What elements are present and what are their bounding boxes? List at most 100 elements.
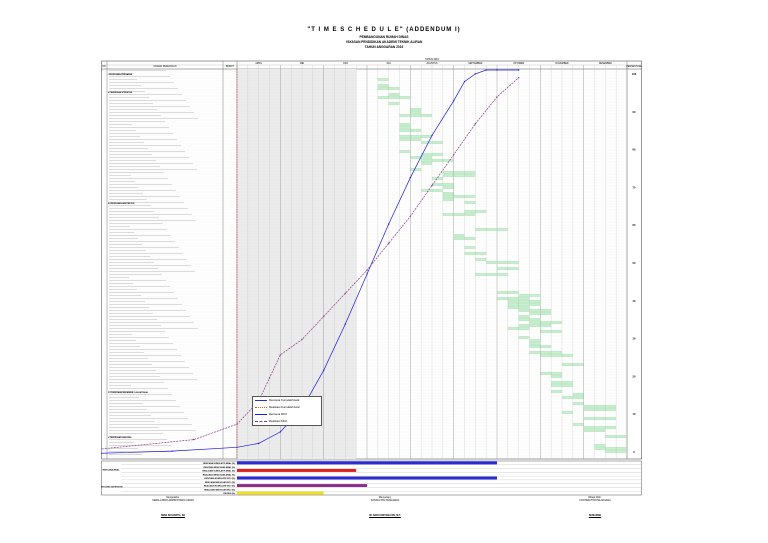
month-label: DESEMBER (599, 63, 612, 65)
plan-curve-point (171, 450, 173, 452)
signature-place: Mengetahui, (166, 496, 180, 499)
section-heading: IV PEKERJAAN MEKANIKAL & ELEKTRIKAL (108, 391, 149, 394)
activity-bar (421, 189, 432, 192)
activity-bar (475, 210, 487, 213)
activity-bar (410, 129, 422, 132)
activity-bar (540, 354, 552, 357)
activity-bar (421, 141, 432, 144)
signature-role: KONTRAKTOR PELAKSANA (579, 499, 611, 502)
activity-bar (507, 327, 519, 330)
activity-bar (442, 174, 454, 177)
activity-bar (486, 228, 497, 231)
summary-group-label: RENCANA ADDENDUM (101, 485, 123, 488)
activity-bar (453, 237, 465, 240)
activity-bar (540, 321, 552, 324)
section-heading: III PEKERJAAN ARSITEKTUR (108, 202, 135, 205)
realization-curve-point (366, 269, 368, 271)
activity-bar (518, 318, 530, 321)
activity-bar (421, 159, 432, 162)
activity-bar (529, 300, 541, 303)
signature-role: KEPALA BIRO ADMINISTRASI UMUM (152, 499, 194, 502)
realization-curve-point (322, 315, 325, 318)
activity-bar (464, 213, 476, 216)
activity-bar (518, 303, 530, 306)
activity-bar (432, 153, 443, 156)
percent-scale-label: 50 (633, 261, 636, 265)
activity-bar (529, 324, 541, 327)
legend-item-plan-initial: Rencana Kumulatif Awal (253, 397, 321, 404)
activity-bar (529, 312, 541, 315)
activity-bar (551, 381, 562, 384)
activity-bar (551, 330, 562, 333)
plan-curve-point (496, 69, 498, 71)
plan-curve (101, 69, 519, 454)
activity-bar (399, 126, 411, 129)
month-label: NOVEMBER (555, 63, 568, 65)
activity-bar (388, 87, 400, 90)
activity-bar (507, 291, 519, 294)
activity-bar (594, 405, 606, 408)
activity-bar (551, 321, 562, 324)
percent-scale-label: 100 (632, 72, 637, 76)
activity-bar (540, 312, 552, 315)
activity-bar (442, 198, 454, 201)
activity-bar (377, 78, 389, 81)
activity-bar (529, 351, 541, 354)
activity-bar (529, 339, 541, 342)
activity-bar (410, 168, 422, 171)
signature-role: KONSULTAN PENGAWAS (370, 499, 400, 502)
legend-item-plan-mc0: Rencana MC0 (253, 411, 321, 418)
activity-bar (421, 156, 432, 159)
activity-bar (605, 426, 617, 429)
activity-bar (410, 111, 422, 114)
legend-label: Realisasi MC0 (269, 419, 288, 423)
realization-curve-point (517, 77, 520, 79)
budget-year: TAHUN ANGGARAN 2016 (364, 45, 404, 49)
activity-bar (475, 258, 487, 261)
activity-bar (594, 417, 606, 420)
percent-scale-label: 0 (633, 450, 635, 454)
activity-bar (572, 393, 584, 396)
realization-curve-point (431, 184, 433, 187)
activity-bar (399, 96, 411, 99)
activity-bar (529, 321, 541, 324)
activity-bar (453, 174, 465, 177)
schedule-grid: APRIL MEI JUNI JULI AGUSTUS SEPTEMBER OKTOBER N… (101, 58, 642, 496)
activity-bar (453, 171, 465, 174)
plan-curve-point (485, 69, 487, 71)
activity-bar (464, 171, 476, 174)
activity-bar (583, 408, 595, 411)
activity-bar (388, 93, 400, 96)
month-label: JULI (386, 63, 391, 65)
table-frame (101, 60, 642, 460)
activity-bar (518, 297, 530, 300)
activity-bar (529, 345, 541, 348)
activity-bar (399, 138, 411, 141)
curve-legend: Rencana Kumulatif Awal Realisasi Kumulat… (252, 396, 322, 426)
activity-bar (583, 417, 595, 420)
activity-bar (442, 195, 454, 198)
activity-bar (572, 423, 584, 426)
percent-scale-label: 60 (633, 223, 636, 227)
legend-line-icon (255, 421, 267, 423)
activity-bar (442, 186, 454, 189)
activity-bar (540, 372, 552, 375)
activity-bar (421, 153, 432, 156)
activity-bar (594, 426, 606, 429)
activity-bar (583, 405, 595, 408)
plan-curve-point (431, 134, 433, 137)
summary-row-label: RENCANA KUMULATIF AWAL (%) (203, 462, 235, 465)
activity-bar (399, 114, 411, 117)
activity-bar (453, 234, 465, 237)
activity-bar (605, 417, 617, 420)
activity-bar (486, 261, 497, 264)
activity-bar (507, 303, 519, 306)
signature-block-3: Dibuat Oleh, KONTRAKTOR PELAKSANA SUMARN… (540, 496, 650, 517)
activity-bar (410, 135, 422, 138)
summary-row-label: REALISASI KUMULATIF AWAL (%) (202, 470, 235, 473)
activity-bar (442, 192, 454, 195)
activity-bar (475, 228, 487, 231)
activity-bar (540, 351, 552, 354)
activity-bar (497, 267, 508, 270)
percent-scale-label: 40 (633, 299, 636, 303)
